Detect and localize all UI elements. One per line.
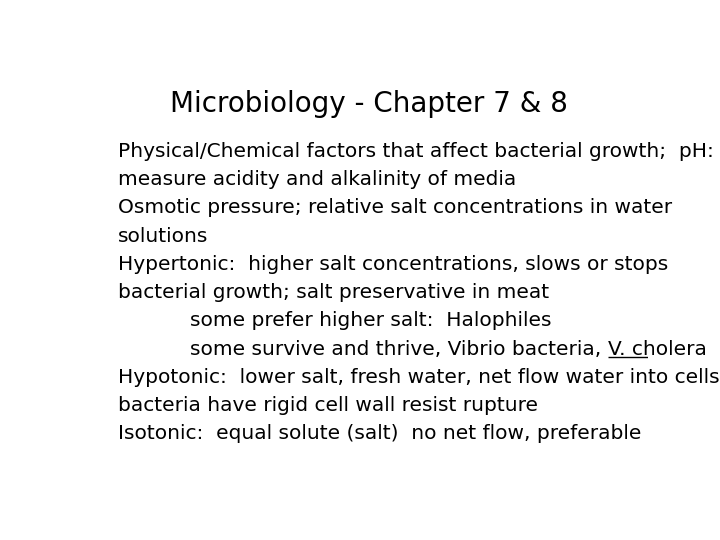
Text: Physical/Chemical factors that affect bacterial growth;  pH:: Physical/Chemical factors that affect ba… — [118, 141, 714, 161]
Text: Hypotonic:  lower salt, fresh water, net flow water into cells,: Hypotonic: lower salt, fresh water, net … — [118, 368, 720, 387]
Text: Isotonic:  equal solute (salt)  no net flow, preferable: Isotonic: equal solute (salt) no net flo… — [118, 424, 642, 443]
Text: Hypertonic:  higher salt concentrations, slows or stops: Hypertonic: higher salt concentrations, … — [118, 255, 668, 274]
Text: bacteria have rigid cell wall resist rupture: bacteria have rigid cell wall resist rup… — [118, 396, 538, 415]
Text: Osmotic pressure; relative salt concentrations in water: Osmotic pressure; relative salt concentr… — [118, 198, 672, 217]
Text: Microbiology - Chapter 7 & 8: Microbiology - Chapter 7 & 8 — [170, 90, 568, 118]
Text: some prefer higher salt:  Halophiles: some prefer higher salt: Halophiles — [190, 312, 552, 330]
Text: some survive and thrive, Vibrio bacteria,: some survive and thrive, Vibrio bacteria… — [190, 340, 608, 359]
Text: bacterial growth; salt preservative in meat: bacterial growth; salt preservative in m… — [118, 283, 549, 302]
Text: V. cholera: V. cholera — [608, 340, 707, 359]
Text: solutions: solutions — [118, 227, 208, 246]
Text: measure acidity and alkalinity of media: measure acidity and alkalinity of media — [118, 170, 516, 189]
